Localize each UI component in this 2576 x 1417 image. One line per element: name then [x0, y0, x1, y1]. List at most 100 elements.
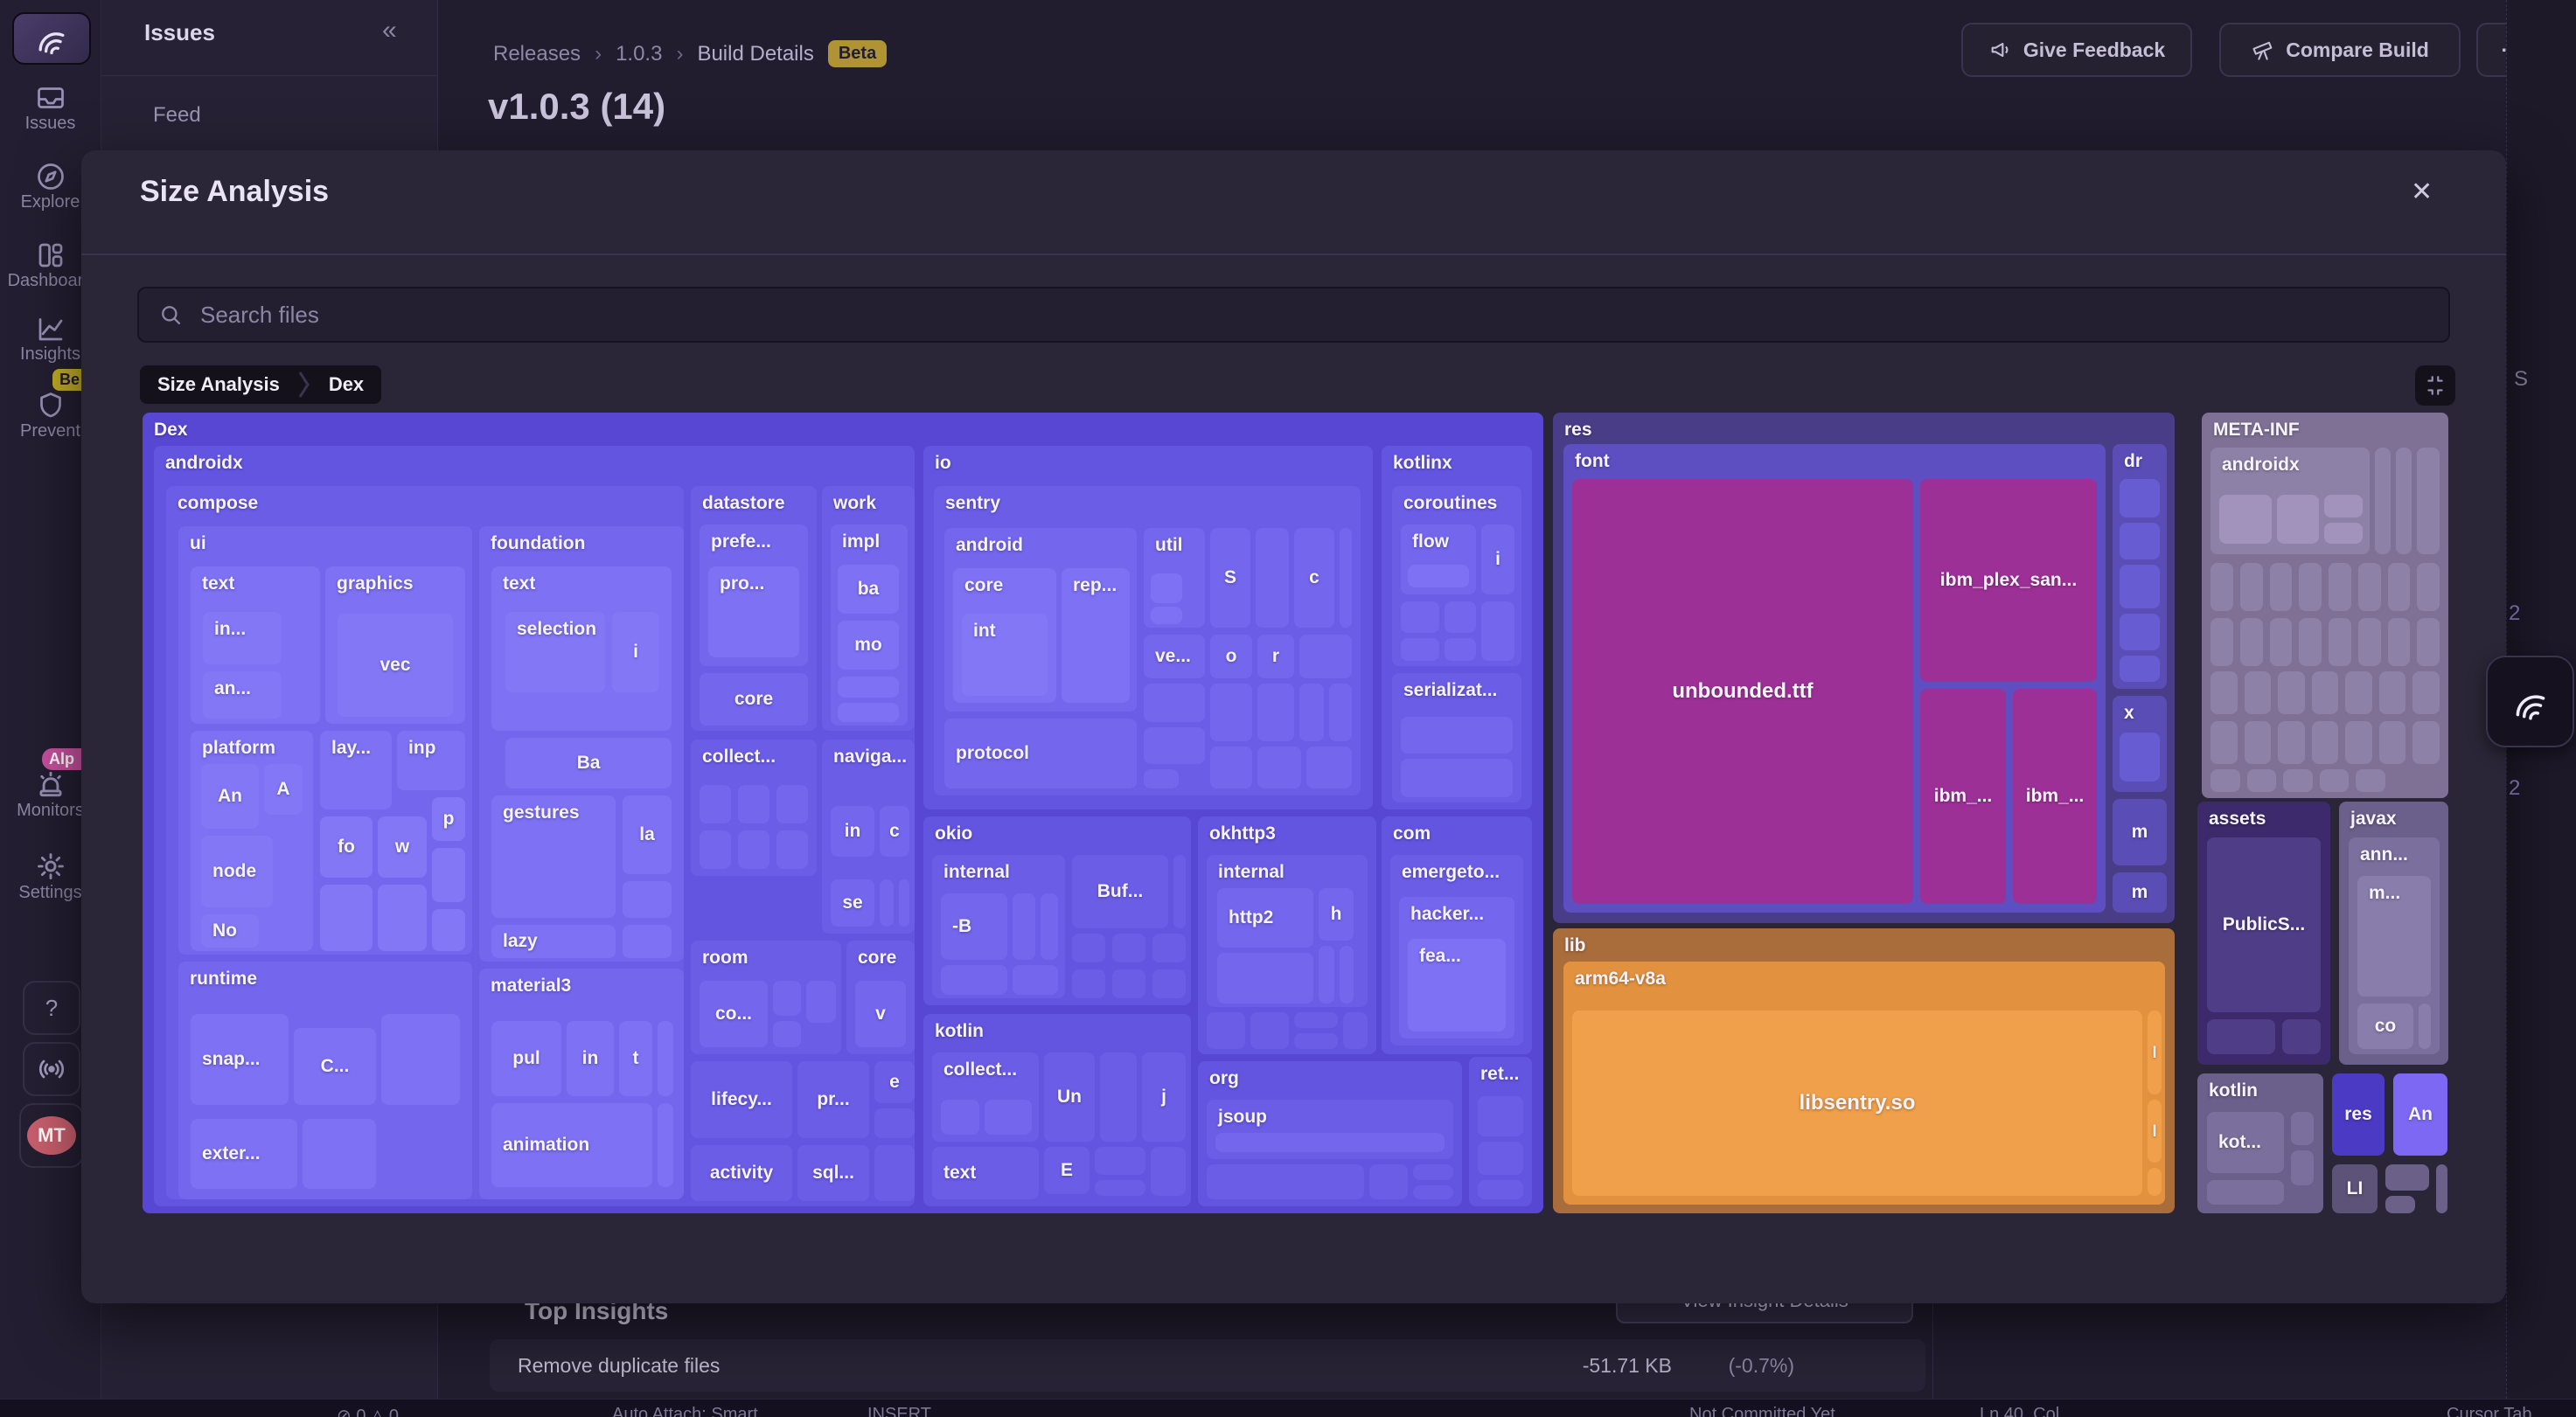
- treemap-cell[interactable]: [2283, 769, 2313, 792]
- statusbar-item[interactable]: INSERT: [867, 1405, 931, 1417]
- treemap-cell[interactable]: [2412, 721, 2440, 764]
- treemap-node-e[interactable]: e: [874, 1061, 915, 1103]
- treemap-cell[interactable]: [2210, 671, 2238, 714]
- treemap-cell[interactable]: [1445, 601, 1476, 633]
- treemap-cell[interactable]: [2244, 721, 2272, 764]
- treemap-cell[interactable]: [2311, 721, 2339, 764]
- treemap-cell[interactable]: [1478, 1142, 1523, 1175]
- treemap-node-s[interactable]: S: [1210, 528, 1250, 628]
- treemap-node-w[interactable]: w: [378, 816, 427, 878]
- treemap-cell[interactable]: [2412, 671, 2440, 714]
- treemap-node-la[interactable]: la: [623, 795, 672, 874]
- treemap-cell[interactable]: [1369, 1164, 1408, 1199]
- treemap-cell[interactable]: [2210, 721, 2238, 764]
- treemap-cell[interactable]: [378, 885, 427, 951]
- treemap-node-pul[interactable]: pul: [491, 1021, 561, 1096]
- treemap-node-a[interactable]: A: [264, 764, 303, 815]
- treemap-cell[interactable]: [1144, 727, 1205, 764]
- treemap-cell[interactable]: [2244, 671, 2272, 714]
- treemap-cell[interactable]: [658, 1021, 673, 1096]
- treemap-cell[interactable]: [1401, 638, 1439, 661]
- treemap-node-fo[interactable]: fo: [320, 816, 372, 878]
- treemap-node-in[interactable]: in: [567, 1021, 614, 1096]
- treemap-cell[interactable]: [776, 830, 808, 869]
- treemap-cell[interactable]: [2210, 563, 2233, 611]
- treemap-node-l[interactable]: l: [2148, 1011, 2162, 1094]
- treemap-node-in[interactable]: in: [831, 806, 874, 857]
- treemap-node-an[interactable]: an...: [203, 671, 282, 719]
- treemap-node-m[interactable]: m...: [2357, 876, 2431, 997]
- treemap-cell[interactable]: [2291, 1112, 2314, 1145]
- treemap-cell[interactable]: [1152, 969, 1186, 998]
- treemap-cell[interactable]: [1072, 934, 1105, 962]
- treemap-node-m[interactable]: m: [2113, 872, 2167, 913]
- treemap-node-vec[interactable]: vec: [338, 614, 453, 717]
- treemap-node-co[interactable]: co: [2357, 1004, 2413, 1049]
- treemap-node-an[interactable]: An: [2393, 1073, 2447, 1156]
- treemap-cell[interactable]: [1152, 934, 1186, 962]
- treemap-cell[interactable]: [2324, 495, 2363, 517]
- treemap-cell[interactable]: [2329, 563, 2351, 611]
- treemap-node-res[interactable]: res: [2332, 1073, 2385, 1156]
- treemap-cell[interactable]: [1401, 717, 1513, 754]
- treemap-cell[interactable]: [773, 981, 801, 1016]
- treemap-node-kot[interactable]: kot...: [2207, 1112, 2284, 1173]
- treemap-cell[interactable]: [2375, 448, 2391, 554]
- treemap-node-mo[interactable]: mo: [838, 621, 899, 670]
- treemap-cell[interactable]: [2356, 769, 2385, 792]
- treemap-cell[interactable]: [1095, 1180, 1145, 1196]
- treemap-node-b[interactable]: -B: [941, 893, 1007, 960]
- treemap-cell[interactable]: [874, 1108, 915, 1138]
- treemap-cell[interactable]: [2219, 495, 2272, 544]
- treemap-cell[interactable]: [941, 965, 1007, 995]
- treemap-node-text[interactable]: text: [932, 1147, 1039, 1199]
- treemap-cell[interactable]: [738, 830, 769, 869]
- sidebar-item-insights[interactable]: Insights: [0, 313, 101, 365]
- treemap-node-libsentry-so[interactable]: libsentry.so: [1572, 1011, 2142, 1196]
- treemap-cell[interactable]: [2207, 1019, 2275, 1054]
- treemap-cell[interactable]: [700, 785, 731, 823]
- treemap-cell[interactable]: [1294, 1012, 1338, 1028]
- treemap-cell[interactable]: [1413, 1164, 1453, 1180]
- treemap-node-no[interactable]: No: [201, 914, 259, 948]
- treemap-cell[interactable]: [1151, 607, 1182, 624]
- treemap-node-publics[interactable]: PublicS...: [2207, 837, 2321, 1012]
- treemap-cell[interactable]: [1151, 573, 1182, 603]
- treemap-cell[interactable]: [1319, 946, 1334, 1004]
- treemap-cell[interactable]: [2385, 1196, 2415, 1213]
- treemap-cell[interactable]: [2385, 1164, 2429, 1191]
- treemap-cell[interactable]: [1112, 934, 1145, 962]
- treemap-node-animation[interactable]: animation: [491, 1103, 652, 1187]
- treemap-cell[interactable]: [1401, 601, 1439, 633]
- treemap-cell[interactable]: [2210, 769, 2240, 792]
- statusbar-item[interactable]: Cursor Tab: [2447, 1405, 2532, 1417]
- treemap-cell[interactable]: [2120, 523, 2160, 559]
- treemap-node-ibm[interactable]: ibm_...: [1920, 689, 2006, 904]
- treemap-cell[interactable]: [2324, 523, 2363, 544]
- breadcrumb-releases[interactable]: Releases: [493, 41, 581, 66]
- treemap-node-ibm-plex-san[interactable]: ibm_plex_san...: [1920, 479, 2097, 682]
- treemap-node-rep[interactable]: rep...: [1062, 568, 1130, 703]
- treemap-cell[interactable]: [1072, 969, 1105, 998]
- close-icon[interactable]: ✕: [2411, 177, 2433, 206]
- sidebar-item-dashboard[interactable]: Dashboard: [0, 240, 101, 291]
- treemap-cell[interactable]: [2239, 618, 2263, 666]
- treemap-cell[interactable]: [2311, 671, 2339, 714]
- treemap-cell[interactable]: [2278, 671, 2305, 714]
- treemap-cell[interactable]: [2210, 618, 2233, 666]
- search-files-field[interactable]: [137, 287, 2450, 343]
- treemap-cell[interactable]: [1215, 1133, 1445, 1152]
- treemap-cell[interactable]: [941, 1100, 979, 1135]
- treemap-node-i[interactable]: i: [612, 612, 659, 692]
- treemap-node-l[interactable]: l: [2148, 1100, 2162, 1163]
- treemap-cell[interactable]: [700, 830, 731, 869]
- treemap-node-core[interactable]: core: [700, 673, 808, 726]
- treemap-cell[interactable]: [1151, 1147, 1186, 1196]
- sidebar-item-issues[interactable]: Issues: [0, 82, 101, 134]
- treemap-node-r[interactable]: r: [1257, 635, 1294, 678]
- treemap-cell[interactable]: [2120, 614, 2160, 650]
- treemap-cell[interactable]: [2387, 563, 2411, 611]
- treemap-node-protocol[interactable]: protocol: [944, 719, 1137, 788]
- insight-row-remove-duplicates[interactable]: Remove duplicate files -51.71 KB (-0.7%): [490, 1339, 1925, 1392]
- treemap-cell[interactable]: [1041, 893, 1058, 960]
